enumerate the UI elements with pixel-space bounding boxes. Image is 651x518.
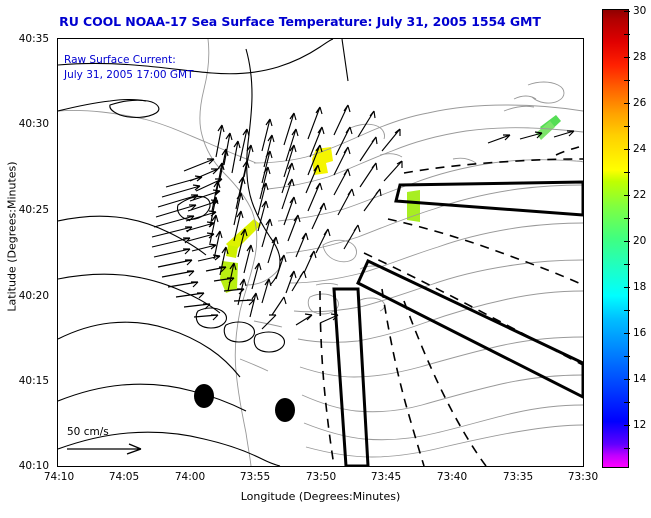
colorbar-ticklabels: 30 28 26 24 22 20 18 16 14 12 10: [602, 0, 651, 518]
colorbar-ticklabel: 16: [633, 327, 647, 339]
colorbar-ticklabel: 28: [633, 51, 647, 63]
map-canvas: [58, 39, 583, 466]
y-axis-label: Latitude (Degrees:Minutes): [5, 161, 19, 312]
x-ticklabel: 73:30: [567, 471, 599, 483]
coastline-layer: [58, 39, 349, 466]
x-ticklabel: 74:05: [108, 471, 140, 483]
x-ticklabel: 73:55: [239, 471, 271, 483]
colorbar-ticklabel: 22: [633, 189, 647, 201]
current-annotation: Raw Surface Current: July 31, 2005 17:00…: [64, 53, 194, 83]
x-ticklabel: 73:40: [436, 471, 468, 483]
colorbar: [602, 9, 629, 468]
current-annotation-line1: Raw Surface Current:: [64, 54, 176, 66]
x-ticklabel: 73:45: [370, 471, 402, 483]
y-ticklabel: 40:10: [18, 460, 49, 472]
velocity-scale-label: 50 cm/s: [67, 426, 109, 438]
current-annotation-line2: July 31, 2005 17:00 GMT: [64, 69, 194, 81]
colorbar-gradient: [603, 10, 628, 467]
colorbar-ticklabel: 14: [633, 373, 647, 385]
y-ticklabel: 40:20: [18, 290, 49, 302]
station-marker: [275, 398, 295, 422]
velocity-scale-arrow-icon: [67, 443, 142, 455]
shipping-lane: [394, 180, 583, 217]
figure-title: RU COOL NOAA-17 Sea Surface Temperature:…: [59, 14, 541, 29]
station-marker-layer: [194, 384, 295, 422]
y-axis-ticklabels: 40:35 40:30 40:25 40:20 40:15 40:10: [0, 0, 53, 518]
x-ticklabel: 74:10: [43, 471, 75, 483]
shipping-lane: [356, 258, 583, 399]
sst-patch: [226, 245, 238, 258]
colorbar-ticklabel: 30: [633, 5, 647, 17]
current-vector-layer: [151, 104, 575, 330]
x-ticklabel: 73:50: [305, 471, 337, 483]
velocity-scale-legend: 50 cm/s: [63, 426, 193, 456]
map-plot-area: Raw Surface Current: July 31, 2005 17:00…: [57, 38, 584, 467]
colorbar-ticklabel: 24: [633, 143, 647, 155]
sst-patch: [536, 121, 555, 140]
x-ticklabel: 74:00: [174, 471, 206, 483]
colorbar-ticklabel: 26: [633, 97, 647, 109]
x-axis-label: Longitude (Degrees:Minutes): [240, 490, 401, 503]
y-ticklabel: 40:15: [18, 375, 49, 387]
x-axis-ticklabels: 74:10 74:05 74:00 73:55 73:50 73:45 73:4…: [0, 471, 651, 489]
station-marker: [194, 384, 214, 408]
bathymetry-contour-layer: [58, 39, 583, 466]
traffic-separation-layer: [319, 146, 583, 466]
colorbar-ticklabel: 18: [633, 281, 647, 293]
y-ticklabel: 40:35: [18, 33, 49, 45]
y-ticklabel: 40:30: [18, 118, 49, 130]
y-ticklabel: 40:25: [18, 204, 49, 216]
sst-patch-layer: [220, 115, 561, 293]
sst-patch: [407, 190, 420, 222]
colorbar-ticklabel: 20: [633, 235, 647, 247]
colorbar-ticklabel: 12: [633, 419, 647, 431]
shipping-lane: [332, 287, 370, 466]
x-ticklabel: 73:35: [502, 471, 534, 483]
shipping-lane-layer: [332, 180, 583, 466]
